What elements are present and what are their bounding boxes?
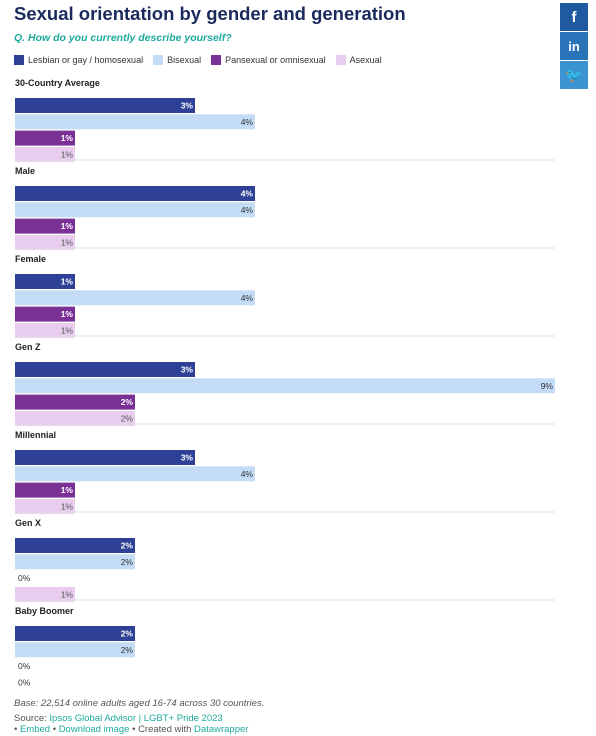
bar-gen-x-asexual [15,586,75,602]
source-link[interactable]: Ipsos Global Advisor | LGBT+ Pride 2023 [49,713,223,724]
bar-female-lesbian-or-gay-homosexual [15,274,75,289]
legend-swatch-pansexual [211,55,222,65]
chart-subtitle: Q. How do you currently describe yoursel… [14,32,232,44]
bar-gen-x-lesbian-or-gay-homosexual [15,538,135,553]
legend-swatch-asexual [335,55,346,65]
bullet: • [52,724,57,735]
bar-female-bisexual [15,290,255,306]
bullet: • [132,724,136,735]
twitter-share-button[interactable]: 🐦 [560,61,588,89]
source-line: Source: Ipsos Global Advisor | LGBT+ Pri… [14,713,223,724]
value-label-female-bisexual: 4% [241,293,254,303]
value-label-gen-x-lesbian-or-gay-homosexual: 2% [121,541,134,551]
legend-item-asexual: Asexual [335,55,382,65]
value-label-gen-z-lesbian-or-gay-homosexual: 3% [181,365,194,375]
linkedin-share-button[interactable]: in [560,32,588,60]
value-label-baby-boomer-lesbian-or-gay-homosexual: 2% [121,629,134,639]
facebook-share-button[interactable]: f [560,3,588,31]
value-label-baby-boomer-bisexual: 2% [121,645,134,655]
bar-baby-boomer-lesbian-or-gay-homosexual [15,626,135,641]
bar-chart: 30-Country Average 3% 4% 1% 1% Male 4% 4% 1% 1% Fe… [15,78,555,687]
legend-label-lesbian-gay: Lesbian or gay / homosexual [28,55,144,65]
legend-label-bisexual: Bisexual [167,55,202,65]
legend-swatch-bisexual [153,55,164,65]
value-label-male-pansexual-or-omnisexual: 1% [61,221,74,231]
value-label-millennial-asexual: 1% [61,501,74,511]
group-label-gen-x: Gen X [15,518,41,528]
legend-swatch-lesbian-gay [14,55,24,65]
bar-female-asexual [15,322,75,338]
value-label-male-asexual: 1% [61,237,74,247]
value-label-gen-z-bisexual: 9% [541,381,554,391]
bar-gen-z-lesbian-or-gay-homosexual [15,362,195,377]
bar-millennial-bisexual [15,466,255,482]
group-label-female: Female [15,254,46,264]
legend-label-asexual: Asexual [349,55,382,65]
bar-female-pansexual-or-omnisexual [15,306,75,322]
bar-millennial-pansexual-or-omnisexual [15,482,75,498]
bar-gen-z-bisexual [15,378,555,394]
footer-links: • Embed • Download image • Created with … [14,724,248,735]
value-label-millennial-lesbian-or-gay-homosexual: 3% [181,453,194,463]
bullet: • [14,724,18,735]
value-label-female-pansexual-or-omnisexual: 1% [61,309,74,319]
bar-male-bisexual [15,202,255,218]
legend-label-pansexual: Pansexual or omnisexual [225,55,326,65]
value-label-male-bisexual: 4% [241,205,254,215]
bar-gen-z-asexual [15,410,135,426]
download-image-link[interactable]: Download image [58,724,130,735]
bar-30-country-average-lesbian-or-gay-homosexual [15,98,195,113]
value-label-gen-x-bisexual: 2% [121,557,134,567]
legend-item-bisexual: Bisexual [153,55,201,65]
group-label-gen-z: Gen Z [15,342,41,352]
legend-item-lesbian-gay: Lesbian or gay / homosexual [14,55,143,65]
legend-item-pansexual: Pansexual or omnisexual [211,55,326,65]
value-label-baby-boomer-asexual: 0% [18,677,31,687]
group-label-millennial: Millennial [15,430,56,440]
legend: Lesbian or gay / homosexual Bisexual Pan… [14,55,382,65]
value-label-millennial-pansexual-or-omnisexual: 1% [61,485,74,495]
value-label-30-country-average-lesbian-or-gay-homosexual: 3% [181,101,194,111]
bar-male-pansexual-or-omnisexual [15,218,75,234]
value-label-gen-z-pansexual-or-omnisexual: 2% [121,397,134,407]
value-label-millennial-bisexual: 4% [241,469,254,479]
group-label-30-country-average: 30-Country Average [15,78,100,88]
group-label-baby-boomer: Baby Boomer [15,606,74,616]
value-label-female-lesbian-or-gay-homosexual: 1% [61,277,74,287]
group-label-male: Male [15,166,35,176]
source-prefix: Source: [14,713,50,724]
value-label-30-country-average-asexual: 1% [61,149,74,159]
bar-30-country-average-pansexual-or-omnisexual [15,130,75,146]
bar-gen-x-bisexual [15,554,135,570]
bar-baby-boomer-bisexual [15,642,135,658]
chart-title: Sexual orientation by gender and generat… [14,3,406,24]
bar-millennial-lesbian-or-gay-homosexual [15,450,195,465]
value-label-gen-z-asexual: 2% [121,413,134,423]
value-label-female-asexual: 1% [61,325,74,335]
value-label-male-lesbian-or-gay-homosexual: 4% [241,189,254,199]
footnote: Base: 22,514 online adults aged 16-74 ac… [14,698,265,709]
bar-millennial-asexual [15,498,75,514]
datawrapper-link[interactable]: Datawrapper [194,724,249,735]
value-label-30-country-average-bisexual: 4% [241,117,254,127]
bar-30-country-average-bisexual [15,114,255,130]
bar-30-country-average-asexual [15,146,75,162]
value-label-30-country-average-pansexual-or-omnisexual: 1% [61,133,74,143]
value-label-gen-x-pansexual-or-omnisexual: 0% [18,573,31,583]
bar-male-lesbian-or-gay-homosexual [15,186,255,201]
value-label-baby-boomer-pansexual-or-omnisexual: 0% [18,661,31,671]
value-label-gen-x-asexual: 1% [61,589,74,599]
created-with-label: Created with [138,724,192,735]
bar-male-asexual [15,234,75,250]
embed-link[interactable]: Embed [19,724,51,735]
bar-gen-z-pansexual-or-omnisexual [15,394,135,410]
